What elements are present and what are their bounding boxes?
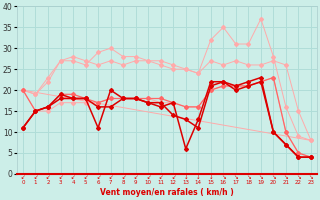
X-axis label: Vent moyen/en rafales ( km/h ): Vent moyen/en rafales ( km/h ) [100, 188, 234, 197]
